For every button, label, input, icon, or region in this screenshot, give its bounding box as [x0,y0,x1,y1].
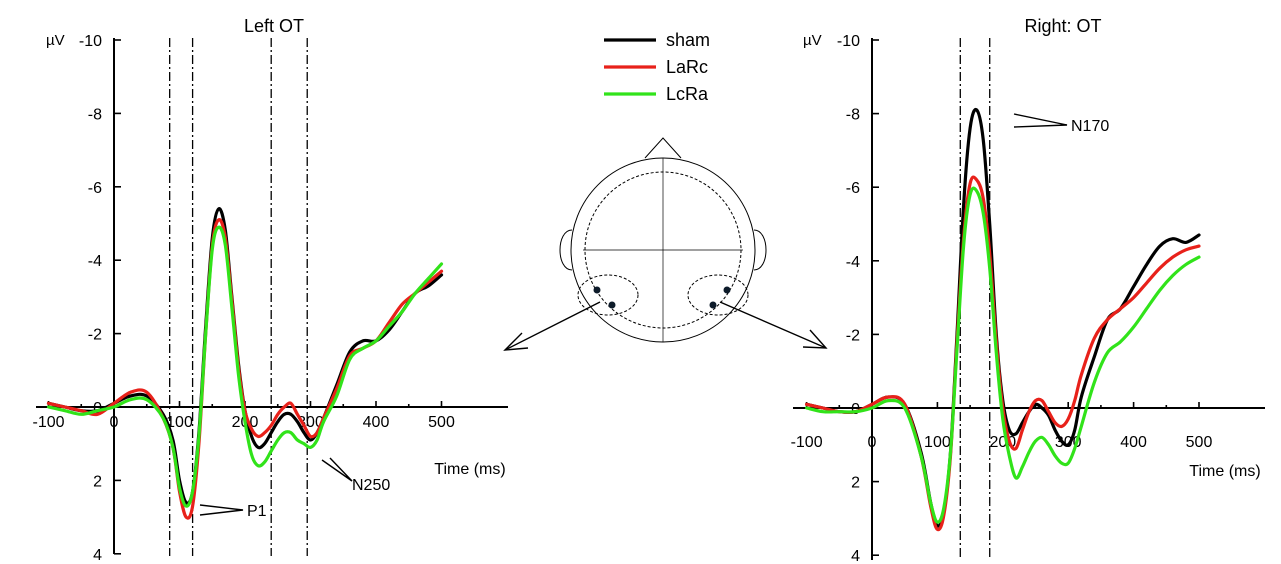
right-trace-lcra [805,186,1201,524]
left-n250-label: N250 [352,477,390,494]
left-region-arrow [504,301,601,351]
legend-item-sham: sham [604,30,710,50]
left-n250-arrow [321,457,353,482]
left-x-axis-title: Time (ms) [434,461,505,478]
left-p1-arrow [199,504,244,516]
right-n170-label: N170 [1071,118,1109,135]
left-electrode-1 [593,286,601,294]
left-trace-sham [46,207,444,505]
right-x-tick-label: 400 [1120,434,1147,451]
left-region-arrowhead [503,332,529,351]
right-region-arrow [719,301,827,349]
right-x-tick-label: 500 [1186,434,1213,451]
left-p1-label: P1 [247,503,267,520]
left-panel-title: Left OT [244,16,304,36]
left-x-tick-label: -100 [32,414,64,431]
legend-label-lcra: LcRa [666,84,709,104]
left-y-tick-label: 2 [93,473,102,490]
right-electrode-2 [709,301,717,309]
left-ot-electrode-region [577,274,639,316]
right-y-tick-label: -8 [846,107,860,124]
head-right-ear [753,229,767,271]
right-erp-traces [805,107,1201,532]
right-region-arrowhead [802,329,828,349]
legend: sham LaRc LcRa [604,30,710,104]
right-ot-electrode-region [687,274,749,316]
legend-item-lcra: LcRa [604,84,709,104]
left-y-tick-label: -2 [88,327,102,344]
head-nose [644,137,682,159]
right-n170-arrow [1013,113,1068,128]
right-y-tick-label: -2 [846,327,860,344]
left-x-tick-label: 500 [428,414,455,431]
head-left-ear [559,229,573,271]
left-electrode-2 [608,301,616,309]
right-time-window-markers [959,38,991,560]
right-y-tick-label: 4 [851,548,860,564]
left-y-tick-label: 4 [93,547,102,564]
left-x-tick-label: 0 [110,414,119,431]
right-y-unit-label: µV [803,32,822,49]
left-y-tick-label: -10 [79,33,102,50]
left-y-tick-label: -6 [88,180,102,197]
left-p1-annotation: P1 [199,503,267,520]
right-y-tick-label: -10 [837,33,860,50]
right-trace-larc [805,175,1201,532]
right-y-tick-label: 0 [851,401,860,418]
left-erp-traces [46,207,444,520]
head-map-diagram [503,137,828,351]
right-n170-annotation: N170 [1013,113,1109,135]
right-panel-title: Right: OT [1024,16,1101,36]
left-trace-larc [46,218,444,520]
right-x-axis-title: Time (ms) [1189,463,1260,480]
legend-label-larc: LaRc [666,57,708,77]
legend-label-sham: sham [666,30,710,50]
legend-item-larc: LaRc [604,57,708,77]
left-time-window-markers [169,38,308,556]
left-x-tick-label: 100 [166,414,193,431]
left-y-unit-label: µV [46,32,65,49]
left-x-tick-label: 400 [363,414,390,431]
left-trace-lcra [46,225,444,508]
right-electrode-1 [723,286,731,294]
left-n250-annotation: N250 [321,457,390,494]
right-y-tick-label: -6 [846,180,860,197]
left-y-tick-label: -4 [88,253,102,270]
right-x-tick-label: 100 [924,434,951,451]
right-y-tick-label: -4 [846,254,860,271]
left-y-tick-label: 0 [93,400,102,417]
right-x-tick-label: -100 [791,434,823,451]
right-x-tick-label: 0 [868,434,877,451]
left-y-tick-label: -8 [88,106,102,123]
right-y-tick-label: 2 [851,475,860,492]
